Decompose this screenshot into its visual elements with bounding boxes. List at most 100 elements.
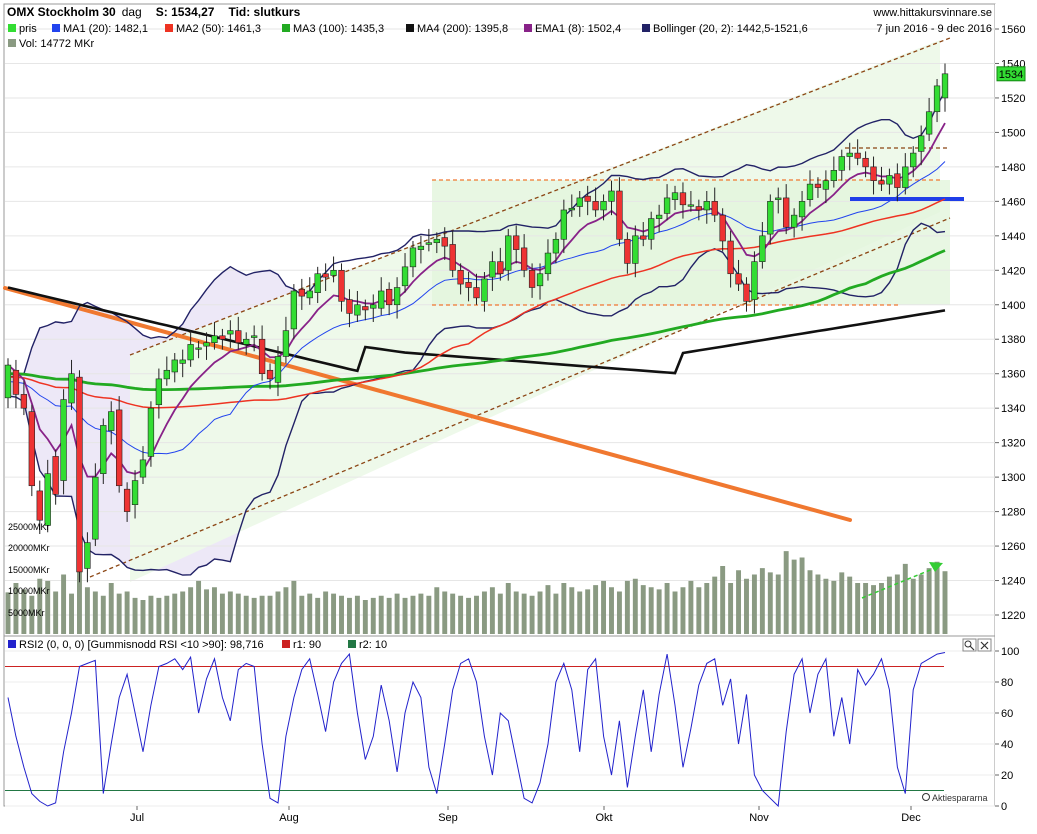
legend-label: MA2 (50): 1461,3 — [176, 23, 261, 35]
candle-body — [401, 266, 409, 287]
month-label: Dec — [901, 812, 921, 824]
y-tick-label: 1260 — [1001, 541, 1025, 553]
volume-bar — [132, 597, 138, 634]
volume-bar — [489, 587, 495, 634]
y-tick-label: 1280 — [1001, 507, 1025, 519]
candle-body — [648, 218, 655, 240]
volume-bar — [116, 593, 122, 634]
candle-body — [330, 269, 337, 276]
candle-body — [790, 214, 798, 228]
price-axis: 1560154015201500148014601440142014001380… — [995, 24, 1025, 622]
candle-body — [282, 330, 290, 357]
candle-body — [449, 244, 456, 271]
magnifier-icon[interactable] — [962, 638, 977, 652]
y-tick-label: 1560 — [1001, 24, 1025, 36]
volume-bar — [267, 595, 273, 634]
volume-bar — [53, 591, 59, 634]
candle-body — [163, 369, 170, 380]
volume-bar — [569, 587, 575, 634]
legend-label: MA4 (200): 1395,8 — [417, 23, 508, 35]
volume-bar — [847, 576, 853, 634]
volume-bar — [148, 595, 154, 634]
candle-body — [227, 330, 234, 335]
candle-body — [552, 238, 560, 254]
rsi-legend-swatch — [282, 640, 290, 648]
volume-bar — [211, 587, 217, 634]
index-name: OMX Stockholm 30 — [7, 5, 116, 19]
volume-bar — [609, 587, 614, 634]
candle-body — [84, 542, 91, 569]
volume-bar — [156, 597, 162, 634]
candle-body — [12, 369, 20, 395]
volume-bar — [871, 585, 876, 634]
rsi-legend-swatch — [348, 640, 356, 648]
y-tick-label: 1520 — [1001, 93, 1025, 105]
volume-bar — [196, 580, 202, 634]
volume-bar — [77, 561, 82, 634]
candle-body — [187, 344, 194, 361]
rsi-y-tick-label: 0 — [1001, 801, 1007, 813]
candle-body — [44, 473, 51, 526]
price-flag-label: 1534 — [999, 69, 1023, 81]
volume-bar — [505, 583, 511, 634]
candle-body — [846, 152, 853, 157]
candle-body — [370, 304, 377, 309]
y-tick-label: 1400 — [1001, 300, 1025, 312]
volume-bar — [688, 580, 694, 634]
volume-bar — [291, 580, 297, 634]
candle-body — [465, 282, 472, 288]
legend-swatch — [8, 39, 16, 47]
candle-body — [528, 269, 536, 288]
month-label: Okt — [595, 812, 612, 824]
volume-bar — [235, 593, 241, 634]
candle-body — [346, 299, 353, 314]
candle-body — [108, 411, 115, 431]
volume-bar — [180, 591, 186, 634]
candle-body — [513, 235, 520, 250]
candle-body — [854, 152, 861, 159]
downtrend-line — [3, 286, 852, 522]
last-price-label: S: 1534,27 — [156, 5, 215, 19]
rsi-legend-label: RSI2 (0, 0, 0) [Gummisnodd RSI <10 >90]:… — [19, 639, 264, 651]
volume-bar — [346, 597, 352, 634]
close-icon[interactable] — [977, 638, 992, 652]
candle-body — [735, 273, 742, 285]
candle-body — [322, 273, 329, 278]
candle-body — [814, 183, 822, 188]
volume-bar — [799, 557, 805, 634]
candle-body — [655, 214, 663, 219]
volume-bar — [545, 585, 551, 634]
candle-body — [131, 480, 139, 505]
volume-bar — [839, 572, 845, 634]
volume-bar — [418, 593, 424, 634]
y-tick-label: 1420 — [1001, 265, 1025, 277]
volume-bar — [807, 570, 813, 634]
candle-body — [457, 269, 464, 285]
candle-body — [409, 247, 417, 268]
candle-body — [28, 411, 35, 487]
volume-bar — [759, 568, 765, 634]
legend-label: EMA1 (8): 1502,4 — [535, 23, 621, 35]
site-label[interactable]: www.hittakursvinnare.se — [872, 7, 992, 19]
volume-bar — [458, 595, 464, 634]
volume-bar — [442, 591, 448, 634]
candle-body — [862, 157, 869, 168]
y-tick-label: 1240 — [1001, 576, 1025, 588]
volume-bar — [529, 595, 535, 634]
volume-bar — [537, 591, 543, 634]
candle-body — [616, 190, 623, 240]
volume-bar — [855, 583, 861, 634]
legend-label: Bollinger (20, 2): 1442,5-1521,6 — [653, 23, 808, 35]
volume-bar — [664, 583, 670, 634]
rsi-series — [5, 652, 946, 808]
rsi-legend-label: r1: 90 — [293, 639, 321, 651]
y-tick-label: 1500 — [1001, 127, 1025, 139]
price-flag: 1534 — [996, 66, 1026, 82]
volume-bar — [219, 593, 225, 634]
candle-body — [179, 359, 186, 364]
volume-bar — [450, 593, 456, 634]
month-label: Aug — [279, 812, 299, 824]
candle-body — [902, 166, 909, 188]
candle-body — [783, 197, 790, 228]
candle-body — [211, 335, 218, 343]
